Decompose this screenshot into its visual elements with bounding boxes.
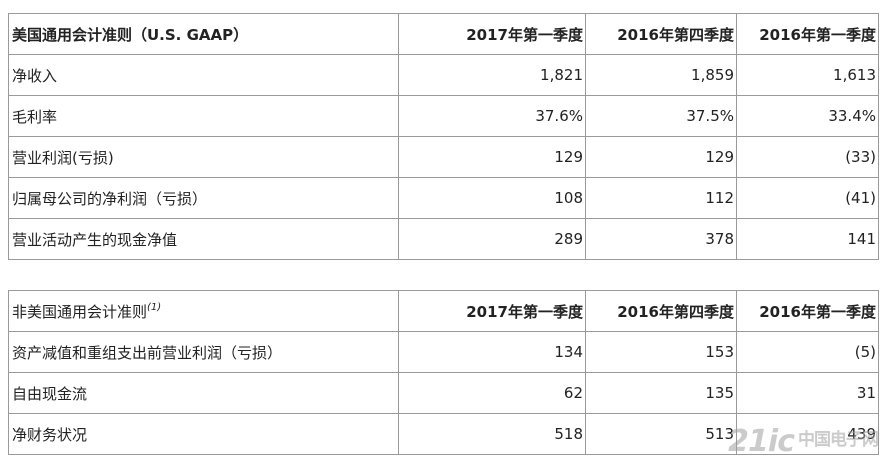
- cell-2016q1: 141: [736, 218, 879, 260]
- row-label: 自由现金流: [8, 372, 399, 414]
- table-row: 营业利润(亏损) 129 129 (33): [8, 136, 879, 178]
- column-header-2016q1: 2016年第一季度: [736, 290, 879, 332]
- row-label: 净收入: [8, 54, 399, 96]
- footnote-marker: (1): [147, 301, 162, 313]
- cell-2016q4: 37.5%: [585, 95, 737, 137]
- table-row: 毛利率 37.6% 37.5% 33.4%: [8, 95, 879, 137]
- non-gaap-results-table: 非美国通用会计准则(1) 2017年第一季度 2016年第四季度 2016年第一…: [8, 290, 879, 455]
- table-row: 归属母公司的净利润（亏损） 108 112 (41): [8, 177, 879, 219]
- cell-2016q1: (41): [736, 177, 879, 219]
- gaap-header-row: 美国通用会计准则（U.S. GAAP） 2017年第一季度 2016年第四季度 …: [8, 13, 879, 55]
- row-label: 资产减值和重组支出前营业利润（亏损）: [8, 331, 399, 373]
- column-header-2017q1: 2017年第一季度: [398, 13, 586, 55]
- gaap-header-label: 美国通用会计准则（U.S. GAAP）: [8, 13, 399, 55]
- cell-2017q1: 129: [398, 136, 586, 178]
- table-row: 资产减值和重组支出前营业利润（亏损） 134 153 (5): [8, 331, 879, 373]
- cell-2017q1: 62: [398, 372, 586, 414]
- row-label: 归属母公司的净利润（亏损）: [8, 177, 399, 219]
- cell-2016q4: 378: [585, 218, 737, 260]
- cell-2016q1: (33): [736, 136, 879, 178]
- cell-2016q4: 153: [585, 331, 737, 373]
- cell-2016q4: 129: [585, 136, 737, 178]
- row-label: 净财务状况: [8, 413, 399, 455]
- cell-2017q1: 37.6%: [398, 95, 586, 137]
- non-gaap-header-label: 非美国通用会计准则(1): [8, 290, 399, 332]
- column-header-2016q1: 2016年第一季度: [736, 13, 879, 55]
- row-label: 营业活动产生的现金净值: [8, 218, 399, 260]
- cell-2017q1: 134: [398, 331, 586, 373]
- cell-2017q1: 1,821: [398, 54, 586, 96]
- watermark-brand: 21ic: [728, 424, 795, 459]
- cell-2017q1: 289: [398, 218, 586, 260]
- cell-2016q1: 1,613: [736, 54, 879, 96]
- column-header-2016q4: 2016年第四季度: [585, 13, 737, 55]
- cell-2016q4: 135: [585, 372, 737, 414]
- table-row: 营业活动产生的现金净值 289 378 141: [8, 218, 879, 260]
- non-gaap-header-row: 非美国通用会计准则(1) 2017年第一季度 2016年第四季度 2016年第一…: [8, 290, 879, 332]
- column-header-2016q4: 2016年第四季度: [585, 290, 737, 332]
- column-header-2017q1: 2017年第一季度: [398, 290, 586, 332]
- cell-2016q1: 33.4%: [736, 95, 879, 137]
- gaap-results-table: 美国通用会计准则（U.S. GAAP） 2017年第一季度 2016年第四季度 …: [8, 13, 879, 260]
- watermark-cn: 中国电子网: [798, 430, 879, 450]
- cell-2016q4: 1,859: [585, 54, 737, 96]
- cell-2017q1: 108: [398, 177, 586, 219]
- table-row: 净收入 1,821 1,859 1,613: [8, 54, 879, 96]
- row-label: 毛利率: [8, 95, 399, 137]
- table-row: 净财务状况 518 513 439: [8, 413, 879, 455]
- table-row: 自由现金流 62 135 31: [8, 372, 879, 414]
- site-watermark: 21ic 中国电子网: [728, 424, 879, 459]
- cell-2016q1: 31: [736, 372, 879, 414]
- cell-2016q1: 439: [736, 413, 879, 455]
- row-label: 营业利润(亏损): [8, 136, 399, 178]
- cell-2017q1: 518: [398, 413, 586, 455]
- cell-2016q4: 112: [585, 177, 737, 219]
- cell-2016q1: (5): [736, 331, 879, 373]
- cell-2016q4: 513: [585, 413, 737, 455]
- non-gaap-header-text: 非美国通用会计准则: [12, 302, 148, 321]
